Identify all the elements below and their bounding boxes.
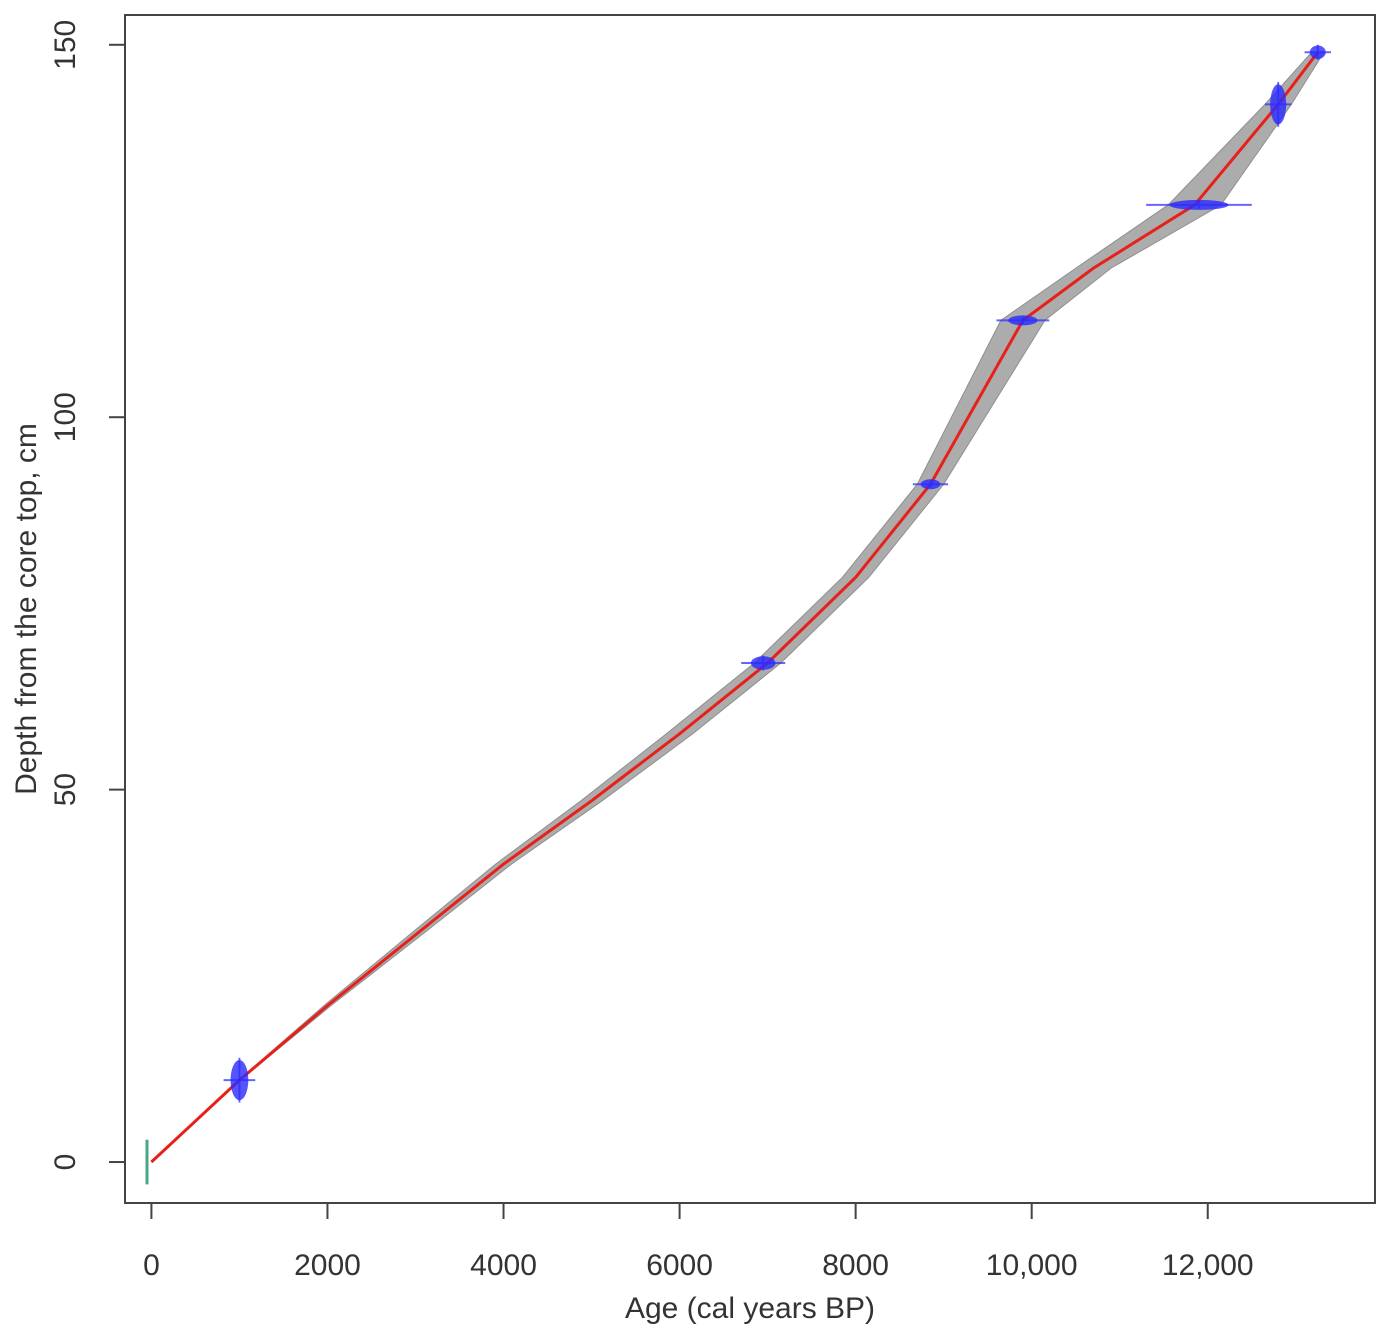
y-axis-title: Depth from the core top, cm [10,423,43,795]
x-tick-label: 12,000 [1162,1249,1254,1282]
x-axis: 0 2000 4000 6000 8000 10,000 12,000 [143,1203,1254,1282]
dated-sample-5 [1146,199,1252,210]
plot-frame [124,14,1376,1204]
y-tick-label: 0 [49,1154,82,1171]
age-depth-model-line [150,51,1319,1164]
dated-sample-probability [1270,84,1287,125]
dated-sample-2 [741,655,786,671]
dated-samples-layer [223,44,1331,1103]
dated-sample-probability [1169,199,1229,210]
x-tick-label: 6000 [646,1249,713,1282]
uncertainty-band-layer [151,51,1325,1163]
x-axis-title: Age (cal years BP) [625,1292,875,1325]
y-tick-label: 50 [49,773,82,806]
uncertainty-band [151,51,1325,1163]
dated-sample-1 [223,1057,256,1103]
x-tick-label: 0 [143,1249,160,1282]
x-tick-label: 10,000 [986,1249,1078,1282]
age-depth-model-layer [150,51,1319,1164]
y-tick-label: 150 [49,20,82,70]
y-tick-label: 100 [49,392,82,442]
x-tick-label: 4000 [470,1249,537,1282]
dated-sample-7 [1304,44,1331,60]
dated-sample-4 [996,315,1050,326]
y-axis: 0 50 100 150 [49,20,125,1171]
x-tick-label: 2000 [294,1249,361,1282]
dated-sample-probability [920,479,941,490]
dated-sample-probability [750,656,776,670]
dated-sample-3 [912,479,949,490]
dated-sample-6 [1264,82,1292,127]
dated-sample-probability [1008,315,1038,326]
dated-sample-probability [230,1059,249,1101]
x-tick-label: 8000 [822,1249,889,1282]
dated-sample-probability [1309,45,1326,59]
